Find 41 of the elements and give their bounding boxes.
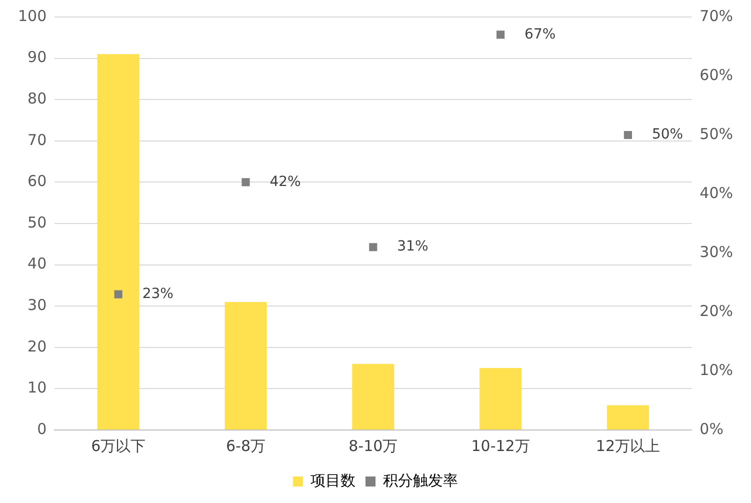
bar xyxy=(480,368,522,430)
y-tick-label: 100 xyxy=(18,6,47,25)
y2-tick-label: 10% xyxy=(700,360,734,379)
y-tick-label: 10 xyxy=(28,378,47,397)
point xyxy=(624,130,632,140)
bar xyxy=(606,405,649,430)
data-label: 67% xyxy=(524,26,556,42)
y-tick-label: 70 xyxy=(28,130,47,149)
y2-tick-label: 30% xyxy=(700,242,734,261)
point xyxy=(496,30,505,39)
point xyxy=(369,243,378,252)
y2-tick-label: 40% xyxy=(700,184,734,202)
y-tick-label: 90 xyxy=(28,48,47,66)
bar xyxy=(352,364,394,430)
x-tick-label: 12万以上 xyxy=(596,436,660,455)
legend-label: 项目数 xyxy=(310,471,356,490)
data-label: 42% xyxy=(270,174,301,190)
point xyxy=(242,178,250,186)
y2-tick-label: 0% xyxy=(700,420,724,438)
data-label: 31% xyxy=(397,238,428,255)
y-tick-label: 20 xyxy=(28,337,47,356)
legend-label: 积分触发率 xyxy=(383,471,458,490)
y-tick-label: 60 xyxy=(28,172,47,190)
y-tick-label: 40 xyxy=(28,254,47,273)
y-tick-label: 50 xyxy=(28,213,47,232)
data-label: 23% xyxy=(142,286,174,302)
x-tick-label: 10-12万 xyxy=(471,436,530,455)
y2-tick-label: 50% xyxy=(700,124,734,143)
y-tick-label: 80 xyxy=(28,89,47,108)
y2-tick-label: 60% xyxy=(700,66,734,84)
y2-tick-label: 20% xyxy=(700,302,734,320)
y-tick-label: 30 xyxy=(28,296,47,314)
bar xyxy=(97,54,140,430)
x-tick-label: 6万以下 xyxy=(91,436,146,455)
point xyxy=(114,290,122,298)
x-tick-label: 6-8万 xyxy=(226,436,266,455)
data-label: 50% xyxy=(652,126,684,143)
bar xyxy=(224,302,267,430)
y2-tick-label: 70% xyxy=(700,6,734,25)
y-tick-label: 0 xyxy=(37,420,47,438)
x-tick-label: 8-10万 xyxy=(348,436,398,455)
